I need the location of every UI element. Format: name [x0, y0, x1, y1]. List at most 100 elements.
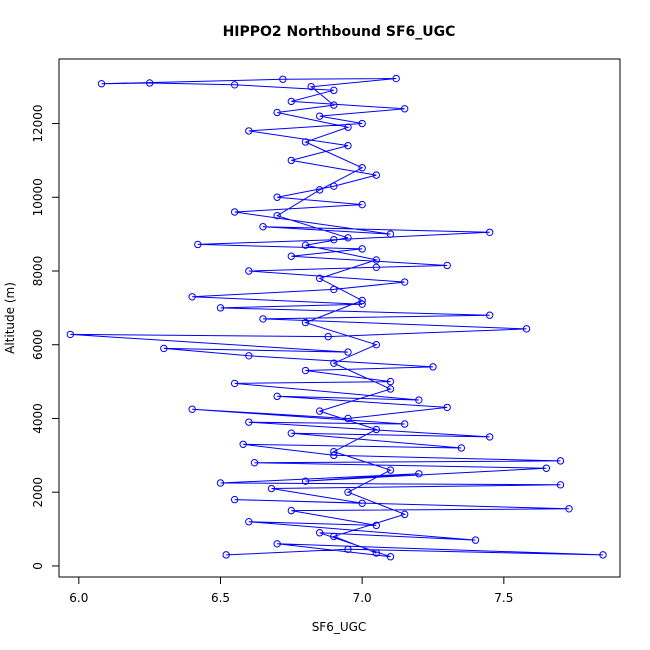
- data-point: [160, 344, 168, 353]
- data-point: [358, 499, 366, 507]
- data-point: [259, 315, 267, 323]
- data-point: [301, 366, 310, 375]
- data-point: [358, 296, 366, 305]
- chart-title: HIPPO2 Northbound SF6_UGC: [223, 24, 456, 40]
- y-tick-label: 2000: [31, 477, 45, 508]
- data-point: [287, 252, 296, 260]
- data-point: [188, 293, 196, 301]
- data-point: [400, 510, 409, 519]
- data-point: [330, 285, 338, 294]
- data-point: [287, 429, 296, 437]
- data-point: [344, 141, 352, 150]
- data-point: [301, 241, 310, 249]
- data-point: [273, 540, 281, 548]
- data-point: [372, 341, 381, 349]
- data-point: [372, 256, 381, 264]
- y-tick-label: 4000: [31, 403, 45, 434]
- data-point: [344, 488, 352, 496]
- data-point: [245, 352, 253, 360]
- data-point: [485, 433, 494, 441]
- data-point: [344, 123, 352, 131]
- data-point: [273, 193, 281, 201]
- data-point: [245, 127, 253, 135]
- data-point: [287, 156, 296, 165]
- data-point: [216, 304, 225, 312]
- data-point: [230, 495, 239, 504]
- data-point: [386, 230, 395, 238]
- data-point: [188, 405, 196, 413]
- data-point: [301, 477, 310, 485]
- x-tick-label: 7.5: [494, 591, 513, 605]
- data-point: [259, 223, 267, 231]
- data-layer: [66, 74, 607, 561]
- data-point: [273, 392, 281, 401]
- data-point: [429, 363, 437, 371]
- data-point: [344, 545, 352, 554]
- y-tick-label: 8000: [31, 256, 45, 287]
- data-point: [330, 451, 338, 460]
- data-point: [485, 311, 494, 319]
- x-axis: 6.0 6.5 7.0 7.5: [69, 576, 513, 605]
- data-point: [415, 470, 423, 478]
- data-point: [358, 164, 366, 172]
- data-point: [358, 119, 366, 128]
- data-point: [324, 332, 332, 341]
- data-point: [556, 481, 565, 489]
- y-axis-label: Altitude (m): [3, 282, 17, 354]
- x-tick-label: 6.0: [69, 591, 88, 605]
- data-point: [145, 79, 154, 87]
- data-point: [216, 479, 225, 487]
- data-point: [330, 359, 338, 367]
- data-point: [330, 532, 338, 541]
- data-point: [372, 521, 381, 530]
- y-axis: 0 2000 4000 6000 8000 10000 12000: [31, 104, 60, 570]
- data-point: [267, 484, 276, 493]
- data-point: [386, 553, 395, 561]
- data-point: [471, 536, 480, 544]
- x-axis-label: SF6_UGC: [312, 620, 367, 634]
- data-point: [386, 377, 395, 386]
- x-tick-label: 7.0: [353, 591, 372, 605]
- data-point: [245, 517, 253, 526]
- data-point: [315, 529, 324, 537]
- data-point: [358, 200, 366, 209]
- data-point: [386, 385, 395, 393]
- data-point: [279, 75, 287, 83]
- data-point: [239, 440, 247, 448]
- data-point: [307, 82, 315, 91]
- data-point: [273, 108, 281, 117]
- data-point: [330, 235, 338, 244]
- y-tick-label: 6000: [31, 329, 45, 360]
- data-point: [358, 300, 366, 308]
- data-point: [287, 506, 296, 515]
- data-point: [344, 234, 352, 242]
- data-point: [222, 551, 230, 559]
- data-point: [485, 228, 494, 236]
- data-point: [372, 171, 381, 179]
- data-point: [273, 211, 281, 220]
- data-point: [556, 457, 565, 465]
- data-point: [301, 318, 310, 327]
- data-point: [250, 459, 259, 467]
- data-point: [315, 407, 324, 415]
- data-point: [358, 245, 366, 253]
- data-point: [599, 551, 607, 559]
- data-point: [97, 80, 106, 88]
- data-point: [400, 420, 409, 428]
- data-point: [315, 112, 324, 120]
- data-point: [372, 549, 381, 557]
- data-point: [400, 278, 409, 286]
- y-tick-label: 0: [31, 562, 45, 570]
- data-point: [230, 379, 239, 388]
- data-point: [415, 396, 423, 404]
- data-point: [542, 464, 551, 472]
- data-point: [230, 208, 239, 216]
- y-tick-label: 12000: [31, 104, 45, 142]
- data-point: [315, 274, 324, 283]
- series-line: [70, 78, 604, 558]
- x-tick-label: 6.5: [211, 591, 230, 605]
- data-point: [392, 74, 400, 83]
- data-point: [301, 138, 310, 146]
- data-point: [344, 348, 352, 356]
